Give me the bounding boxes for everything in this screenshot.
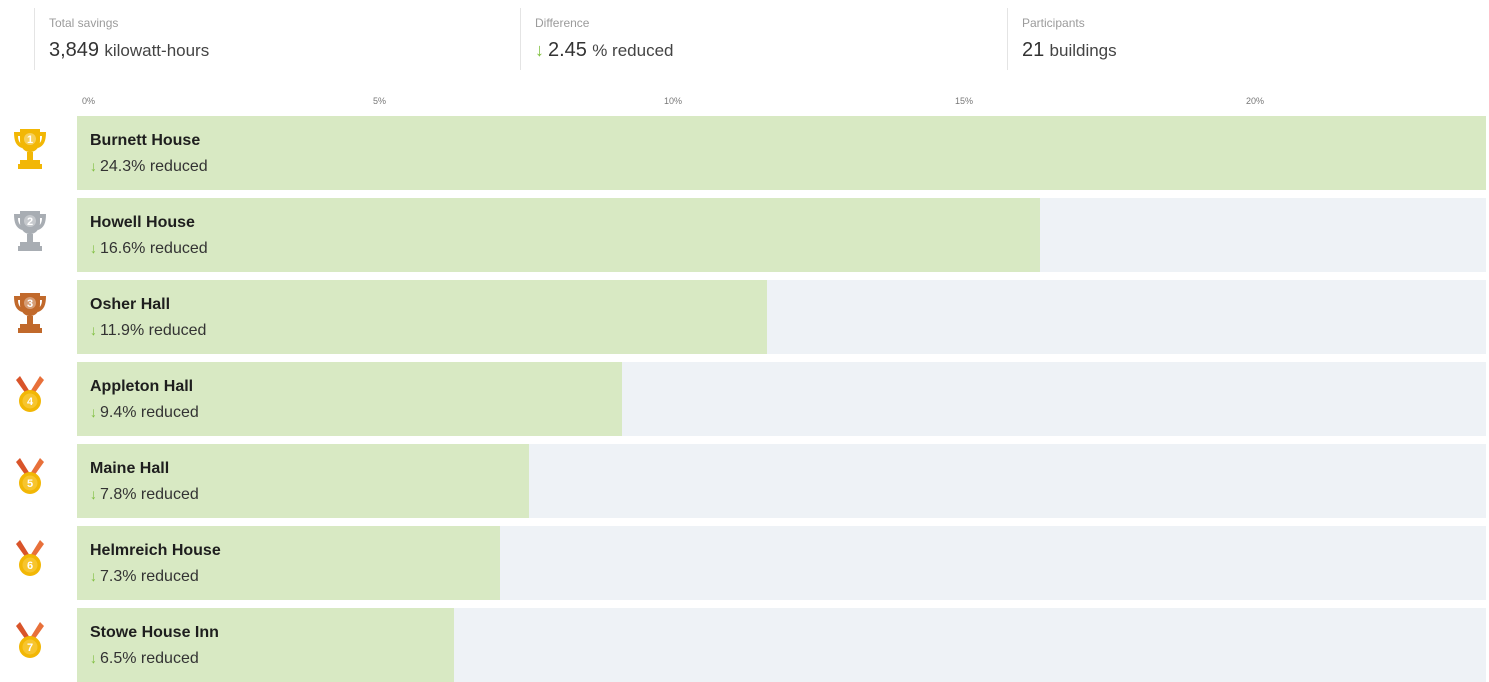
silver-trophy-icon: 2 [8, 208, 52, 254]
difference-value: ↓ 2.45 % reduced [535, 39, 674, 62]
svg-text:5: 5 [27, 478, 33, 490]
difference-number: 2.45 [548, 39, 587, 61]
arrow-down-icon: ↓ [90, 158, 97, 174]
leaderboard-row[interactable]: Helmreich House ↓ 7.3% reduced [77, 526, 1486, 600]
svg-text:6: 6 [27, 560, 33, 572]
reduction-label: ↓ 11.9% reduced [90, 322, 206, 340]
building-name: Osher Hall [90, 296, 171, 313]
medal-icon: 4 [8, 372, 52, 418]
leaderboard-row[interactable]: Howell House ↓ 16.6% reduced [77, 198, 1486, 272]
participants-stat: Participants 21 buildings [1007, 8, 1117, 70]
reduction-label: ↓ 9.4% reduced [90, 404, 199, 422]
bronze-trophy-icon: 3 [8, 290, 52, 336]
building-name: Appleton Hall [90, 378, 194, 395]
arrow-down-icon: ↓ [90, 240, 97, 256]
savings-bar [77, 362, 623, 436]
reduction-label: ↓ 7.3% reduced [90, 568, 199, 586]
difference-label: Difference [535, 16, 590, 30]
leaderboard-row[interactable]: Appleton Hall ↓ 9.4% reduced [77, 362, 1486, 436]
axis-tick-label: 5% [373, 96, 387, 106]
svg-text:7: 7 [27, 642, 33, 654]
reduction-text: 6.5% reduced [100, 650, 199, 667]
building-name: Howell House [90, 214, 195, 231]
axis-tick-label: 0% [82, 96, 96, 106]
savings-bar [77, 608, 454, 682]
svg-text:4: 4 [27, 396, 34, 408]
reduction-text: 11.9% reduced [100, 322, 207, 339]
reduction-label: ↓ 24.3% reduced [90, 158, 208, 176]
participants-unit: buildings [1049, 41, 1117, 60]
reduction-text: 16.6% reduced [100, 240, 208, 257]
savings-bar [77, 526, 501, 600]
building-name: Burnett House [90, 132, 201, 149]
savings-bar [77, 198, 1040, 272]
difference-stat: Difference ↓ 2.45 % reduced [520, 8, 674, 70]
leaderboard-row[interactable]: Maine Hall ↓ 7.8% reduced [77, 444, 1486, 518]
reduction-label: ↓ 7.8% reduced [90, 486, 199, 504]
reduction-label: ↓ 16.6% reduced [90, 240, 208, 258]
building-name: Stowe House Inn [90, 624, 219, 641]
savings-bar [77, 444, 530, 518]
total-savings-label: Total savings [49, 16, 119, 30]
arrow-down-icon: ↓ [90, 650, 97, 666]
total-savings-unit: kilowatt-hours [104, 41, 210, 60]
savings-bar [77, 116, 1486, 190]
participants-number: 21 [1022, 39, 1045, 61]
medal-icon: 5 [8, 454, 52, 500]
arrow-down-icon: ↓ [90, 486, 97, 502]
percent-axis: 0% 5% 10% 15% 20% [0, 96, 1489, 112]
axis-tick-label: 20% [1246, 96, 1265, 106]
svg-text:1: 1 [27, 134, 33, 146]
arrow-down-icon: ↓ [90, 568, 97, 584]
gold-trophy-icon: 1 [8, 126, 52, 172]
savings-bar [77, 280, 767, 354]
total-savings-stat: Total savings 3,849 kilowatt-hours [34, 8, 209, 70]
difference-unit: % reduced [592, 41, 674, 60]
building-name: Helmreich House [90, 542, 221, 559]
arrow-down-icon: ↓ [90, 322, 97, 338]
reduction-text: 7.8% reduced [100, 486, 199, 503]
building-name: Maine Hall [90, 460, 170, 477]
arrow-down-icon: ↓ [535, 40, 544, 60]
reduction-text: 9.4% reduced [100, 404, 199, 421]
total-savings-number: 3,849 [49, 39, 100, 61]
svg-text:3: 3 [27, 298, 33, 310]
medal-icon: 7 [8, 618, 52, 664]
reduction-text: 7.3% reduced [100, 568, 199, 585]
axis-tick-label: 15% [955, 96, 974, 106]
leaderboard-row[interactable]: Osher Hall ↓ 11.9% reduced [77, 280, 1486, 354]
leaderboard-row[interactable]: Burnett House ↓ 24.3% reduced [77, 116, 1486, 190]
summary-stats: Total savings 3,849 kilowatt-hours Diffe… [0, 0, 1489, 80]
axis-tick-label: 10% [664, 96, 683, 106]
arrow-down-icon: ↓ [90, 404, 97, 420]
reduction-label: ↓ 6.5% reduced [90, 650, 199, 668]
participants-label: Participants [1022, 16, 1085, 30]
participants-value: 21 buildings [1022, 39, 1117, 62]
total-savings-value: 3,849 kilowatt-hours [49, 39, 209, 62]
medal-icon: 6 [8, 536, 52, 582]
reduction-text: 24.3% reduced [100, 158, 208, 175]
leaderboard-row[interactable]: Stowe House Inn ↓ 6.5% reduced [77, 608, 1486, 682]
svg-text:2: 2 [27, 216, 33, 228]
